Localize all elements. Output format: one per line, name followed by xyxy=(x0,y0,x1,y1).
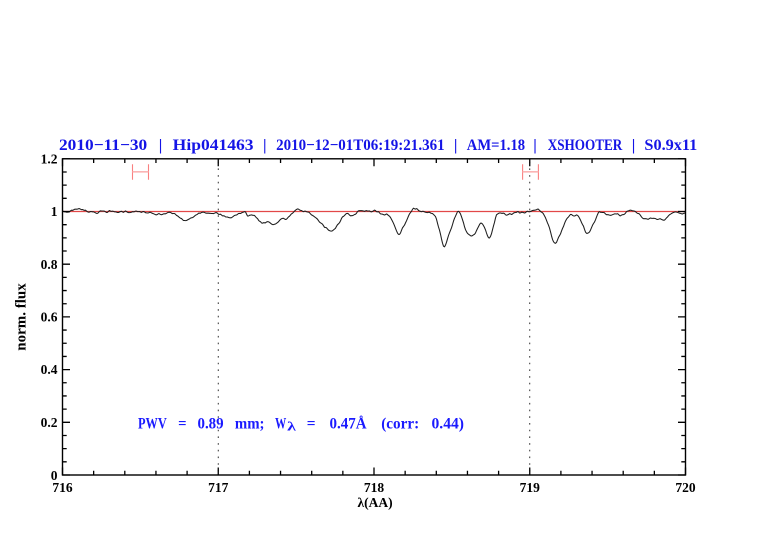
svg-text:0.4: 0.4 xyxy=(41,362,58,377)
svg-text:0: 0 xyxy=(51,468,58,483)
svg-text:=: = xyxy=(307,416,316,433)
svg-text:0.44): 0.44) xyxy=(432,416,465,433)
svg-text:W: W xyxy=(275,416,286,433)
svg-text:XSHOOTER: XSHOOTER xyxy=(548,137,623,154)
svg-text:0.8: 0.8 xyxy=(41,257,58,272)
svg-text:716: 716 xyxy=(52,480,73,495)
svg-text:PWV: PWV xyxy=(138,416,167,433)
svg-text:(corr:: (corr: xyxy=(381,416,419,433)
svg-text:λ: λ xyxy=(287,419,297,434)
svg-text:2010−12−01T06:19:21.361: 2010−12−01T06:19:21.361 xyxy=(276,137,445,154)
svg-text:1.2: 1.2 xyxy=(41,151,58,166)
svg-text:0.2: 0.2 xyxy=(41,415,58,430)
svg-text:=: = xyxy=(178,416,186,433)
svg-text:|: | xyxy=(159,137,163,154)
svg-text:norm. flux: norm. flux xyxy=(14,283,30,351)
svg-text:0.47Å: 0.47Å xyxy=(330,415,368,433)
svg-text:mm;: mm; xyxy=(235,416,265,433)
svg-text:AM=1.18: AM=1.18 xyxy=(467,137,525,154)
svg-text:720: 720 xyxy=(675,480,696,495)
svg-text:|: | xyxy=(454,137,458,154)
svg-text:1: 1 xyxy=(51,204,58,219)
svg-text:719: 719 xyxy=(520,480,541,495)
svg-text:2010−11−30: 2010−11−30 xyxy=(59,137,147,154)
svg-text:|: | xyxy=(632,137,636,154)
svg-text:Hip041463: Hip041463 xyxy=(173,137,254,154)
svg-text:718: 718 xyxy=(364,480,385,495)
svg-text:717: 717 xyxy=(208,480,229,495)
svg-text:|: | xyxy=(263,137,267,154)
svg-text:0.6: 0.6 xyxy=(41,310,58,325)
svg-text:S0.9x11: S0.9x11 xyxy=(644,137,697,154)
svg-text:λ(AA): λ(AA) xyxy=(357,495,392,510)
svg-text:0.89: 0.89 xyxy=(198,416,224,433)
svg-text:|: | xyxy=(533,137,537,154)
